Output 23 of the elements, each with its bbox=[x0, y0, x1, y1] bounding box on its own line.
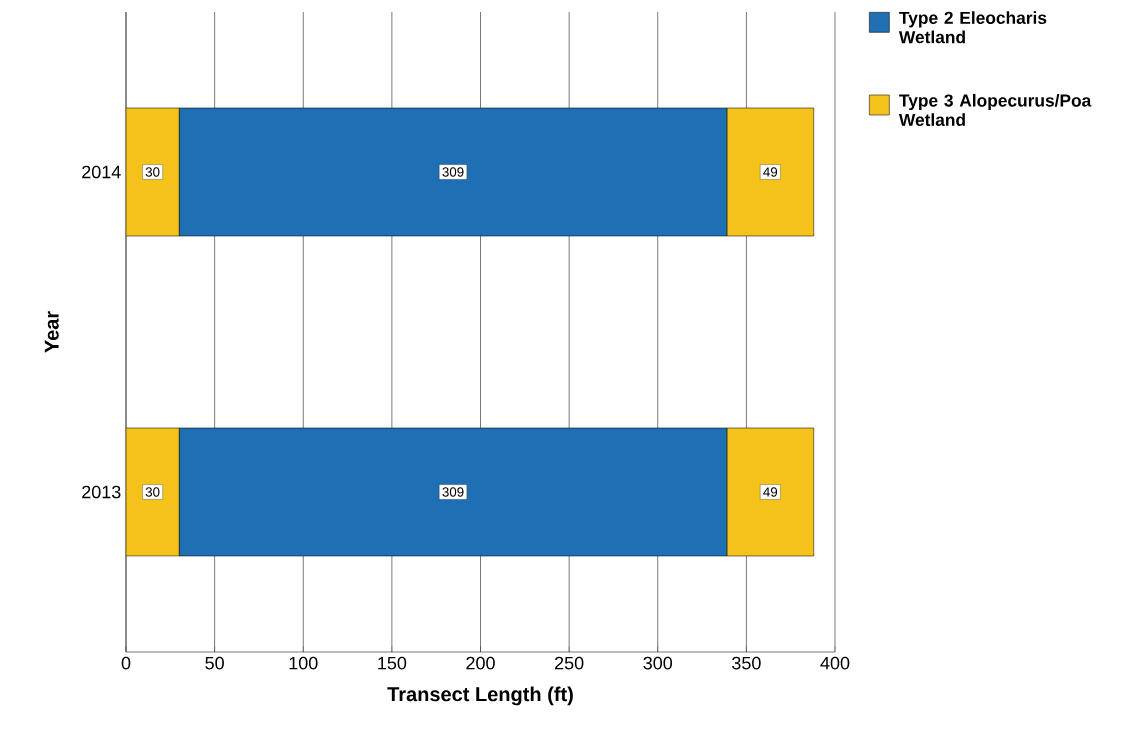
data-label: 30 bbox=[145, 167, 160, 177]
x-tick-label: 350 bbox=[732, 656, 761, 670]
data-label: 49 bbox=[763, 487, 778, 497]
x-tick-label: 400 bbox=[820, 656, 850, 670]
x-tick-label: 300 bbox=[643, 656, 673, 670]
y-tick-label: 2013 bbox=[82, 485, 121, 499]
x-tick-label: 100 bbox=[289, 656, 318, 670]
data-label: 309 bbox=[442, 487, 464, 497]
y-axis-title: Year bbox=[44, 311, 59, 353]
x-tick-label: 150 bbox=[378, 656, 407, 670]
data-label: 309 bbox=[442, 167, 464, 177]
x-tick-label: 250 bbox=[555, 656, 584, 670]
data-label: 49 bbox=[763, 167, 778, 177]
x-tick-label: 0 bbox=[121, 656, 131, 670]
y-tick-label: 2014 bbox=[82, 165, 121, 179]
data-label: 30 bbox=[145, 487, 160, 497]
bar bbox=[126, 427, 180, 557]
legend-label: Type 3 Alopecurus/Poa Wetland bbox=[898, 93, 1092, 126]
x-tick-label: 50 bbox=[205, 656, 224, 670]
x-axis-title: Transect Length (ft) bbox=[387, 686, 573, 706]
bar bbox=[126, 107, 180, 237]
x-tick-label: 200 bbox=[466, 656, 495, 670]
legend-label: Type 2 Eleocharis Wetland bbox=[898, 11, 1047, 44]
